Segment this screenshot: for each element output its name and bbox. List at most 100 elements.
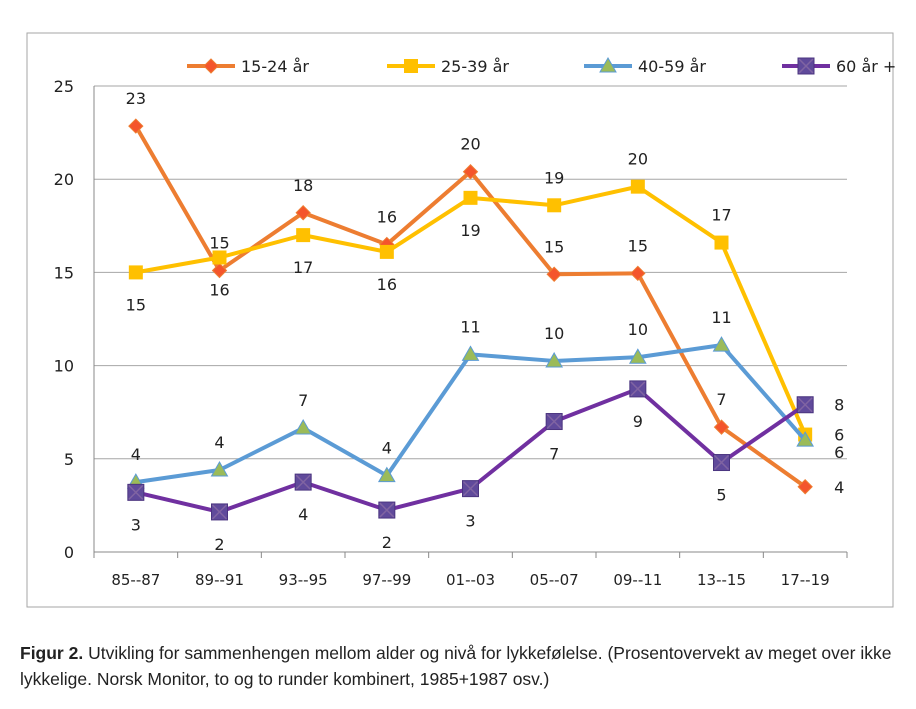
x-tick-label: 09--11 [613,571,662,589]
data-label: 16 [209,280,229,299]
x-mark [379,502,395,518]
data-label: 18 [293,176,313,195]
x-tick-label: 97--99 [362,571,411,589]
square-marker [630,179,645,194]
data-label: 4 [834,478,844,497]
data-label: 4 [298,505,308,524]
x-tick-label: 05--07 [530,571,579,589]
triangle-marker [628,348,647,364]
data-label: 17 [293,258,313,277]
square-marker [296,228,311,243]
square-marker [463,190,478,205]
x-mark [462,481,479,497]
diamond-marker [630,265,646,282]
x-tick-label: 85--87 [111,571,160,589]
data-label: 4 [131,445,141,464]
x-mark [630,381,646,397]
square-marker [714,235,729,250]
data-label: 19 [460,221,480,240]
x-mark [211,504,228,520]
x-mark [797,397,813,413]
triangle-marker [377,466,396,483]
square-marker [212,250,227,265]
data-label: 15 [628,236,648,255]
x-tick-label: 17--19 [781,571,830,589]
data-label: 20 [628,150,648,169]
data-label: 3 [465,512,475,531]
square-marker [404,59,418,73]
data-label: 23 [126,89,146,108]
x-tick-label: 93--95 [279,571,328,589]
series-4: 3 2 4 2 3 7 9 5 8 [127,380,844,554]
data-label: 7 [549,445,559,464]
diamond-marker [211,262,228,279]
data-label: 6 [834,426,844,445]
data-label: 20 [460,135,480,154]
data-label: 7 [298,391,308,410]
caption-text: Utvikling for sammenhengen mellom alder … [20,643,892,689]
x-tick-label: 13--15 [697,571,746,589]
legend-label: 60 år + [836,57,896,76]
data-label: 3 [131,515,141,534]
data-label: 10 [544,324,564,343]
data-label: 15 [209,234,229,253]
diamond-marker [462,164,479,180]
data-label: 15 [544,237,564,256]
chart-frame [26,32,894,608]
data-label: 2 [382,533,392,552]
legend-label: 15-24 år [241,57,309,76]
x-mark [546,413,562,430]
data-label: 6 [834,443,844,462]
y-tick-label: 20 [54,170,74,189]
data-label: 5 [716,486,726,505]
legend-item: 25-39 år [387,57,509,76]
data-label: 4 [382,439,392,458]
triangle-marker [796,431,815,447]
data-label: 9 [633,412,643,431]
data-label: 10 [628,320,648,339]
diamond-marker [713,419,730,435]
x-mark [798,58,814,74]
x-tick-label: 89--91 [195,571,244,589]
triangle-marker [294,419,313,435]
y-tick-label: 10 [54,357,74,376]
triangle-marker [712,336,731,352]
data-label: 16 [377,207,397,226]
legend-label: 25-39 år [441,57,509,76]
square-marker [379,244,394,259]
data-label: 4 [214,433,224,452]
series-2: 15 16 17 16 19 19 20 17 6 [126,150,845,445]
x-mark [713,454,730,471]
triangle-marker [545,351,564,368]
legend-item: 15-24 år [187,57,309,76]
caption-label: Figur 2. [20,643,84,663]
diamond-marker [546,266,562,282]
x-tick-label: 01--03 [446,571,495,589]
series-3: 4 4 7 4 11 10 10 11 6 [126,308,844,489]
legend-item: 40-59 år [584,56,706,76]
data-label: 17 [711,206,731,225]
diamond-marker [203,58,219,74]
legend-label: 40-59 år [638,57,706,76]
triangle-marker [599,56,617,73]
y-tick-label: 0 [64,543,74,562]
square-marker [547,198,562,213]
data-label: 16 [377,275,397,294]
data-label: 19 [544,168,564,187]
data-label: 11 [460,317,480,336]
y-tick-label: 15 [54,263,74,282]
data-label: 15 [126,295,146,314]
diamond-marker [797,479,813,495]
square-marker [128,265,143,280]
diamond-marker [128,118,144,134]
figure-caption: Figur 2. Utvikling for sammenhengen mell… [20,640,910,692]
triangle-marker [210,460,229,477]
data-label: 8 [834,396,844,415]
legend-item: 60 år + [782,57,896,76]
x-mark [128,484,144,500]
data-label: 7 [716,390,726,409]
triangle-marker [461,345,480,361]
diamond-marker [295,205,311,221]
x-mark [295,474,311,490]
